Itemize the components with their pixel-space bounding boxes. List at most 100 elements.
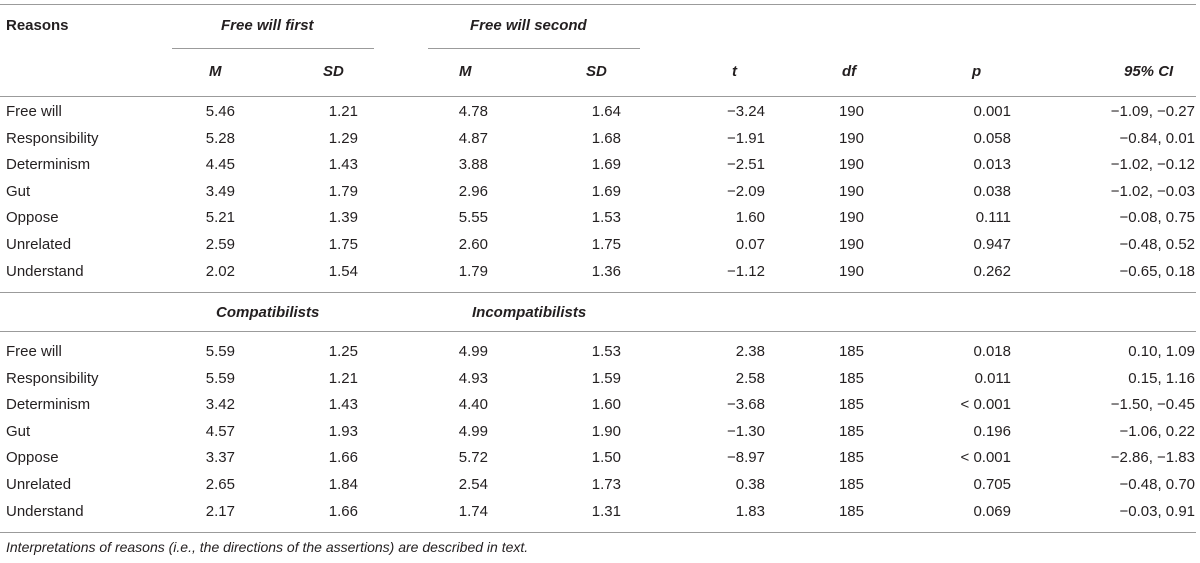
cell-p: 0.001: [973, 103, 1011, 120]
cell-ci: −1.06, 0.22: [1119, 422, 1195, 440]
cell-m2: 2.60: [458, 236, 488, 253]
cell-m2: 3.88: [458, 156, 488, 174]
cell-label: Unrelated: [6, 236, 72, 253]
cell-df: 190: [838, 236, 864, 253]
cell-p: 0.011: [974, 369, 1011, 387]
cell-m2: 4.99: [458, 422, 488, 440]
cell-t: −3.68: [727, 396, 765, 414]
cell-sd1: 1.43: [328, 156, 358, 174]
cell-df: 190: [838, 209, 864, 227]
cell-ci: −1.50, −0.45: [1110, 396, 1195, 414]
cell-m2: 4.99: [458, 343, 488, 360]
cell-m1: 3.49: [205, 182, 235, 200]
cell-sd2: 1.90: [591, 422, 621, 440]
cell-p: 0.058: [973, 129, 1011, 147]
cell-df: 190: [838, 182, 864, 200]
cell-sd1: 1.21: [328, 103, 358, 120]
cell-p: 0.111: [975, 209, 1011, 227]
cell-df: 185: [838, 396, 864, 414]
cell-m1: 3.37: [205, 449, 235, 467]
table-top-rule: [0, 4, 1196, 5]
cell-m1: 5.59: [205, 369, 235, 387]
cell-t: 0.38: [735, 476, 765, 493]
section-divider-rule: [0, 292, 1196, 293]
cell-df: 190: [838, 262, 864, 280]
cell-sd1: 1.29: [328, 129, 358, 147]
cell-p: 0.069: [973, 502, 1011, 520]
cell-m1: 3.42: [205, 396, 235, 414]
cell-sd2: 1.69: [591, 156, 621, 174]
cell-p: 0.013: [973, 156, 1011, 174]
cell-df: 185: [838, 422, 864, 440]
cell-label: Understand: [6, 502, 84, 520]
cell-label: Free will: [6, 103, 62, 120]
cell-p: 0.947: [973, 236, 1011, 253]
cell-m1: 2.59: [205, 236, 235, 253]
cell-m1: 4.45: [205, 156, 235, 174]
header-reasons: Reasons: [6, 17, 69, 34]
cell-t: 0.07: [735, 236, 765, 253]
header-group1: Free will first: [221, 17, 314, 34]
cell-m1: 5.28: [205, 129, 235, 147]
cell-df: 185: [838, 343, 864, 360]
cell-ci: −0.08, 0.75: [1119, 209, 1195, 227]
cell-sd2: 1.53: [591, 209, 621, 227]
header-p: p: [972, 63, 982, 80]
cell-t: −1.12: [727, 262, 765, 280]
cell-m1: 4.57: [205, 422, 235, 440]
cell-m2: 2.96: [458, 182, 488, 200]
cell-df: 185: [838, 369, 864, 387]
header-t: t: [732, 63, 737, 80]
cell-df: 185: [838, 449, 864, 467]
header-sd2: SD: [586, 63, 607, 80]
cell-label: Determinism: [6, 156, 91, 174]
section2-group1: Compatibilists: [216, 304, 320, 321]
section2-group2: Incompatibilists: [472, 304, 587, 321]
cell-label: Determinism: [6, 396, 91, 414]
cell-p: 0.262: [973, 262, 1011, 280]
cell-df: 190: [838, 103, 864, 120]
cell-ci: −1.02, −0.03: [1110, 182, 1195, 200]
cell-sd1: 1.43: [328, 396, 358, 414]
cell-t: −2.09: [727, 182, 765, 200]
cell-t: −8.97: [727, 449, 765, 467]
cell-m2: 1.79: [458, 262, 488, 280]
cell-sd1: 1.93: [328, 422, 358, 440]
cell-m1: 5.46: [205, 103, 235, 120]
cell-t: 1.83: [735, 502, 765, 520]
cell-label: Oppose: [6, 449, 59, 467]
header-rule: [0, 96, 1196, 97]
cell-sd1: 1.75: [328, 236, 358, 253]
cell-sd2: 1.60: [591, 396, 621, 414]
cell-t: −3.24: [727, 103, 765, 120]
cell-df: 190: [838, 129, 864, 147]
cell-sd1: 1.54: [328, 262, 358, 280]
cell-m2: 1.74: [458, 502, 488, 520]
cell-ci: −0.03, 0.91: [1119, 502, 1195, 520]
cell-sd2: 1.50: [591, 449, 621, 467]
header-group2: Free will second: [470, 17, 587, 34]
cell-sd1: 1.66: [328, 502, 358, 520]
cell-label: Unrelated: [6, 476, 72, 493]
cell-ci: 0.10, 1.09: [1128, 343, 1195, 360]
cell-ci: −0.65, 0.18: [1119, 262, 1195, 280]
cell-sd1: 1.39: [328, 209, 358, 227]
cell-sd2: 1.73: [591, 476, 621, 493]
cell-label: Free will: [6, 343, 62, 360]
header-ci: 95% CI: [1124, 63, 1174, 80]
cell-sd1: 1.79: [328, 182, 358, 200]
cell-sd2: 1.64: [591, 103, 621, 120]
cell-ci: −0.48, 0.52: [1119, 236, 1195, 253]
cell-m1: 2.65: [205, 476, 235, 493]
cell-sd1: 1.21: [328, 369, 358, 387]
cell-ci: −1.02, −0.12: [1110, 156, 1195, 174]
cell-p: 0.705: [973, 476, 1011, 493]
cell-ci: −0.84, 0.01: [1119, 129, 1195, 147]
cell-m2: 5.72: [458, 449, 488, 467]
group1-underline: [172, 48, 374, 49]
header-m1: M: [209, 63, 222, 80]
header-m2: M: [459, 63, 472, 80]
cell-m2: 4.87: [458, 129, 488, 147]
cell-m2: 5.55: [458, 209, 488, 227]
